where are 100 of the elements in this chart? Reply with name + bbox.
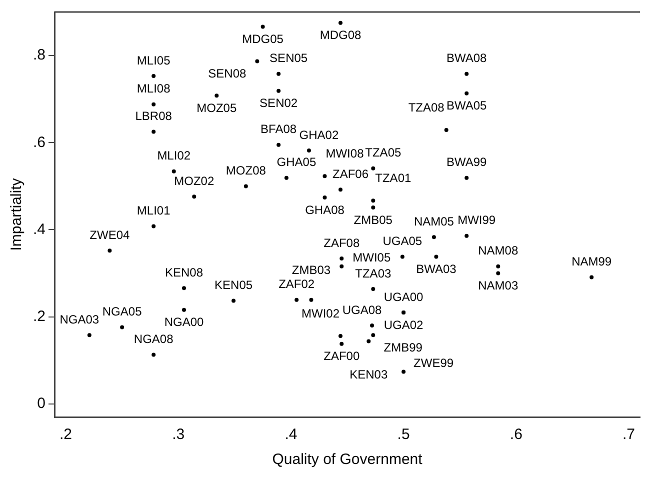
point	[276, 88, 281, 93]
data-label: TZA01	[375, 170, 412, 185]
point	[371, 286, 376, 291]
data-label: GHA08	[305, 202, 345, 217]
data-label: ZAF08	[324, 236, 360, 250]
data-label: ZAF02	[278, 277, 315, 292]
point	[232, 298, 236, 303]
data-label: LBR08	[135, 109, 172, 124]
data-label: BFA08	[260, 122, 297, 136]
point	[108, 248, 112, 253]
data-label: NAM99	[572, 254, 612, 269]
point	[322, 196, 327, 200]
point	[182, 308, 186, 312]
point	[182, 286, 186, 290]
point	[464, 234, 469, 238]
point	[371, 166, 376, 170]
data-label: ZMB05	[354, 212, 393, 227]
point	[192, 194, 196, 199]
point	[152, 102, 156, 106]
x-tick-label: .7	[622, 426, 635, 444]
point	[432, 235, 436, 240]
x-tick-label: .5	[397, 426, 410, 444]
point	[244, 184, 248, 188]
data-label: MWI08	[326, 146, 364, 160]
data-label: TZA03	[355, 266, 392, 280]
point	[260, 24, 265, 29]
data-label: MOZ08	[226, 164, 266, 178]
data-label: NGA00	[164, 315, 204, 330]
data-label: UGA02	[384, 318, 424, 332]
data-label: SEN08	[208, 66, 247, 81]
point	[340, 264, 344, 268]
data-label: UGA08	[342, 302, 382, 317]
data-label: BWA03	[416, 262, 457, 276]
data-label: GHA02	[299, 128, 339, 142]
point	[276, 142, 281, 147]
data-label: KEN05	[214, 278, 253, 292]
point	[120, 325, 124, 330]
y-tick-label: .8	[32, 46, 46, 64]
point	[464, 91, 469, 96]
data-label: NGA08	[134, 332, 174, 346]
point	[152, 130, 156, 134]
data-label: NAM05	[414, 214, 454, 228]
data-label: NAM03	[478, 278, 518, 293]
data-label: MLI05	[136, 53, 171, 68]
point	[590, 275, 594, 280]
data-label: NGA03	[60, 312, 100, 326]
point	[444, 128, 448, 132]
data-label: KEN03	[350, 368, 388, 382]
point	[400, 254, 404, 259]
data-label: SEN05	[270, 51, 308, 66]
point	[276, 72, 281, 76]
data-label: SEN02	[260, 96, 298, 110]
data-label: BWA08	[446, 51, 488, 66]
data-label: ZMB99	[384, 340, 423, 354]
data-label: KEN08	[164, 265, 204, 280]
point	[338, 334, 342, 338]
data-label: BWA99	[446, 155, 488, 170]
data-label: MDG05	[242, 32, 284, 46]
point	[309, 298, 314, 302]
data-label: MLI01	[136, 204, 171, 218]
point	[370, 324, 374, 328]
data-label: NAM08	[478, 244, 518, 258]
data-label: MDG08	[320, 28, 362, 42]
y-tick-label: .6	[32, 134, 46, 151]
point	[152, 352, 156, 357]
data-label: UGA00	[384, 290, 424, 304]
data-label: ZAF06	[332, 166, 369, 181]
data-label: BWA05	[446, 98, 488, 113]
data-label: UGA05	[382, 234, 422, 248]
data-label: MWI05	[352, 250, 391, 265]
data-label: ZAF00	[324, 349, 360, 364]
point	[340, 256, 344, 260]
point	[371, 198, 376, 203]
x-tick-label: .2	[60, 426, 72, 444]
y-axis-title: Impartiality	[8, 178, 26, 251]
point	[87, 333, 92, 338]
point	[322, 174, 327, 178]
data-label: ZMB03	[292, 263, 331, 278]
data-label: ZWE04	[90, 228, 130, 242]
point	[172, 169, 176, 174]
point	[152, 74, 156, 78]
point	[464, 72, 469, 76]
data-label: MWI02	[301, 306, 340, 320]
x-axis-title: Quality of Government	[272, 451, 424, 468]
y-tick-label: .2	[32, 308, 46, 325]
data-label: NGA05	[102, 304, 142, 319]
data-label: TZA08	[408, 100, 445, 114]
data-label: MOZ05	[196, 100, 237, 115]
data-label: GHA05	[276, 155, 316, 170]
point	[214, 94, 219, 98]
point	[434, 254, 438, 259]
data-label: ZWE99	[414, 356, 454, 370]
point	[402, 370, 406, 374]
point	[284, 176, 288, 180]
y-tick-label: .4	[32, 220, 46, 238]
point	[338, 20, 342, 25]
data-label: MOZ02	[174, 174, 214, 188]
point	[306, 148, 311, 152]
x-tick-label: .6	[510, 426, 522, 444]
y-tick-label: 0	[37, 395, 46, 412]
